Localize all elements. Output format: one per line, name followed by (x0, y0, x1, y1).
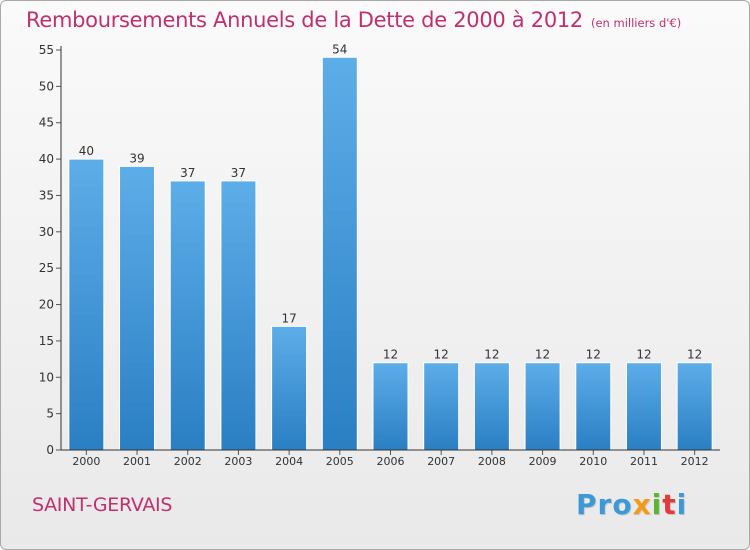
x-tick-label: 2003 (224, 455, 252, 468)
bar (169, 180, 206, 451)
bar (372, 362, 409, 451)
y-tick-label: 10 (39, 370, 54, 384)
x-tick-label: 2004 (275, 455, 303, 468)
bar (271, 325, 308, 451)
y-tick-label: 15 (39, 334, 54, 348)
logo-part: Pro (576, 488, 633, 521)
bar (119, 165, 156, 451)
y-tick-label: 30 (39, 225, 54, 239)
data-label: 40 (79, 144, 94, 158)
logo-part: i (651, 488, 663, 521)
x-tick-label: 2000 (72, 455, 100, 468)
y-tick-label: 45 (39, 116, 54, 130)
data-label: 12 (586, 348, 601, 362)
x-tick-label: 2002 (174, 455, 202, 468)
x-tick-label: 2010 (579, 455, 607, 468)
bar (625, 362, 662, 451)
bar (676, 362, 713, 451)
bar (524, 362, 561, 451)
data-label: 12 (484, 348, 499, 362)
chart-unit: (en milliers d'€) (591, 16, 682, 30)
chart-title-text: Remboursements Annuels de la Dette de 20… (26, 8, 583, 32)
x-tick-label: 2009 (529, 455, 557, 468)
y-tick-label: 40 (39, 152, 54, 166)
data-label: 12 (383, 348, 398, 362)
bar (575, 362, 612, 451)
logo-part: x (632, 488, 652, 521)
x-tick-label: 2011 (630, 455, 658, 468)
bar (321, 56, 358, 451)
commune-name: SAINT-GERVAIS (32, 494, 173, 516)
y-tick-label: 5 (46, 407, 54, 421)
bar (220, 180, 257, 451)
chart-title: Remboursements Annuels de la Dette de 20… (26, 8, 681, 32)
bar (68, 158, 105, 451)
logo-part: t (662, 488, 677, 521)
y-tick-label: 20 (39, 298, 54, 312)
data-label: 12 (687, 348, 702, 362)
x-tick-label: 2006 (377, 455, 405, 468)
x-tick-label: 2008 (478, 455, 506, 468)
data-label: 17 (281, 311, 296, 325)
data-label: 12 (434, 348, 449, 362)
y-tick-label: 25 (39, 261, 54, 275)
data-label: 12 (636, 348, 651, 362)
data-label: 12 (535, 348, 550, 362)
logo-part: i (676, 488, 688, 521)
x-tick-label: 2012 (681, 455, 709, 468)
bar (473, 362, 510, 451)
data-label: 39 (129, 151, 144, 165)
data-label: 37 (180, 166, 195, 180)
y-tick-label: 50 (39, 79, 54, 93)
x-tick-label: 2001 (123, 455, 151, 468)
y-tick-label: 55 (39, 43, 54, 57)
data-label: 54 (332, 42, 347, 56)
x-tick-label: 2005 (326, 455, 354, 468)
bar (423, 362, 460, 451)
proxiti-logo: Proxiti (576, 488, 687, 521)
x-tick-label: 2007 (427, 455, 455, 468)
y-tick-label: 0 (46, 443, 54, 457)
data-label: 37 (231, 166, 246, 180)
y-tick-label: 35 (39, 188, 54, 202)
